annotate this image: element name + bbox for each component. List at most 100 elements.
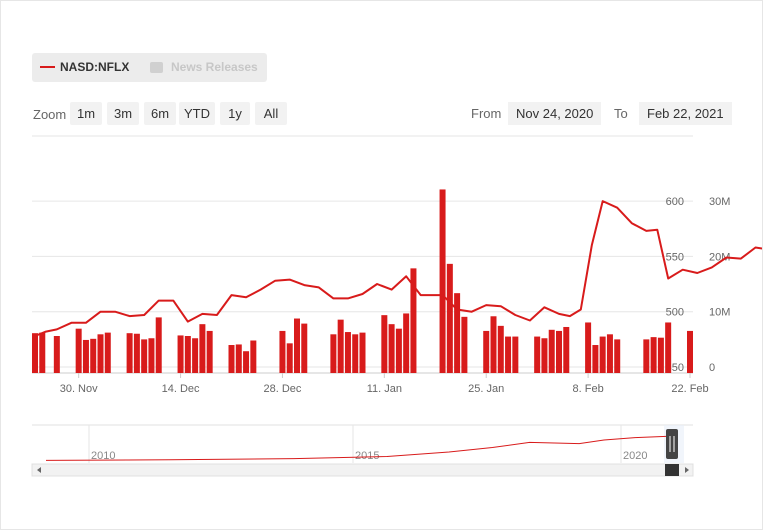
legend-label-news: News Releases: [171, 60, 258, 74]
navigator-handle-left[interactable]: [666, 429, 678, 459]
volume-bar[interactable]: [32, 333, 38, 373]
zoom-button-ytd[interactable]: YTD: [179, 102, 215, 125]
volume-bar[interactable]: [665, 322, 672, 373]
volume-bar[interactable]: [490, 316, 497, 373]
volume-bar[interactable]: [614, 339, 621, 373]
x-tick-label: 11. Jan: [367, 383, 402, 395]
x-tick-label: 14. Dec: [162, 383, 200, 395]
x-tick-label: 28. Dec: [263, 383, 301, 395]
volume-bar[interactable]: [192, 338, 199, 373]
volume-bar[interactable]: [294, 318, 300, 373]
navigator-tick-label: 2010: [91, 450, 115, 462]
volume-tick-label: 30M: [709, 196, 730, 208]
volume-bar[interactable]: [53, 336, 60, 373]
volume-bar[interactable]: [650, 337, 657, 373]
volume-bar[interactable]: [461, 316, 468, 373]
volume-bar[interactable]: [337, 319, 344, 373]
zoom-label: Zoom: [33, 107, 67, 122]
legend-item-news[interactable]: News Releases: [150, 60, 258, 74]
legend-line-icon: [40, 66, 55, 68]
from-label: From: [471, 106, 502, 121]
volume-bar[interactable]: [301, 323, 308, 373]
volume-bar[interactable]: [599, 336, 606, 373]
volume-bar[interactable]: [104, 332, 111, 373]
volume-bar[interactable]: [286, 343, 293, 373]
volume-bar[interactable]: [541, 338, 548, 373]
scroll-right-arrow-icon[interactable]: [685, 467, 689, 473]
volume-bar[interactable]: [330, 334, 337, 373]
to-date-input[interactable]: Feb 22, 2021: [639, 102, 732, 125]
zoom-button-6m[interactable]: 6m: [144, 102, 176, 125]
navigator-tick-label: 2015: [355, 450, 379, 462]
volume-bar[interactable]: [439, 189, 446, 373]
legend-item-nflx[interactable]: NASD:NFLX: [40, 60, 129, 74]
price-line[interactable]: [34, 200, 762, 337]
volume-bar[interactable]: [133, 333, 140, 373]
volume-bar[interactable]: [388, 324, 395, 373]
price-tick-label: 600: [666, 196, 684, 208]
price-tick-label: 500: [666, 307, 684, 319]
volume-bar[interactable]: [410, 268, 417, 373]
volume-bar[interactable]: [556, 330, 562, 373]
volume-bar[interactable]: [497, 325, 504, 373]
volume-bar[interactable]: [199, 324, 206, 373]
volume-bar[interactable]: [606, 334, 613, 373]
volume-bar[interactable]: [206, 330, 213, 373]
scroll-left-arrow-icon[interactable]: [37, 467, 41, 473]
volume-bar[interactable]: [279, 330, 286, 373]
legend: NASD:NFLX News Releases: [32, 53, 267, 82]
volume-bar[interactable]: [97, 334, 104, 373]
volume-bar[interactable]: [395, 328, 402, 373]
volume-tick-label: 0: [709, 362, 715, 374]
volume-bar[interactable]: [75, 328, 82, 373]
volume-bar[interactable]: [141, 339, 148, 373]
volume-bar[interactable]: [548, 329, 555, 373]
volume-bar[interactable]: [592, 345, 599, 373]
volume-bar[interactable]: [228, 345, 235, 373]
x-tick-label: 8. Feb: [573, 383, 604, 395]
volume-bar[interactable]: [250, 340, 257, 373]
volume-bar[interactable]: [155, 317, 162, 373]
zoom-button-1m[interactable]: 1m: [70, 102, 102, 125]
volume-bar[interactable]: [585, 322, 592, 373]
volume-bar[interactable]: [243, 351, 250, 373]
x-tick-label: 25. Jan: [468, 383, 504, 395]
scrollbar-track[interactable]: [31, 463, 694, 477]
volume-bar[interactable]: [344, 332, 351, 373]
to-label: To: [614, 106, 628, 121]
volume-bar[interactable]: [454, 293, 461, 373]
volume-bar[interactable]: [39, 332, 46, 373]
scrollbar-thumb[interactable]: [665, 464, 679, 476]
from-date-input[interactable]: Nov 24, 2020: [508, 102, 602, 125]
volume-bar[interactable]: [359, 332, 366, 373]
volume-bar[interactable]: [148, 338, 155, 373]
volume-bar[interactable]: [82, 339, 89, 373]
volume-bar[interactable]: [126, 333, 133, 373]
volume-bar[interactable]: [403, 313, 410, 373]
volume-bar[interactable]: [512, 336, 519, 373]
volume-bar[interactable]: [235, 344, 242, 373]
zoom-button-1y[interactable]: 1y: [220, 102, 250, 125]
volume-bar[interactable]: [184, 336, 191, 373]
zoom-button-all[interactable]: All: [255, 102, 287, 125]
x-tick-label: 22. Feb: [671, 383, 708, 395]
volume-bar[interactable]: [505, 336, 512, 373]
volume-bar[interactable]: [643, 339, 650, 373]
zoom-button-3m[interactable]: 3m: [107, 102, 139, 125]
volume-bar[interactable]: [446, 263, 453, 373]
volume-bar[interactable]: [381, 315, 388, 373]
legend-box-icon: [150, 61, 163, 73]
volume-bar[interactable]: [563, 326, 570, 373]
volume-bar[interactable]: [483, 330, 490, 373]
volume-bar[interactable]: [177, 335, 184, 373]
volume-tick-label: 20M: [709, 251, 730, 263]
legend-label-nflx: NASD:NFLX: [60, 60, 130, 74]
volume-bar[interactable]: [352, 334, 359, 373]
navigator-tick-label: 2020: [623, 450, 647, 462]
volume-bar[interactable]: [90, 338, 97, 373]
volume-bar[interactable]: [687, 330, 693, 373]
volume-bar[interactable]: [657, 337, 664, 373]
volume-tick-label: 10M: [709, 307, 730, 319]
volume-bar[interactable]: [534, 336, 541, 373]
